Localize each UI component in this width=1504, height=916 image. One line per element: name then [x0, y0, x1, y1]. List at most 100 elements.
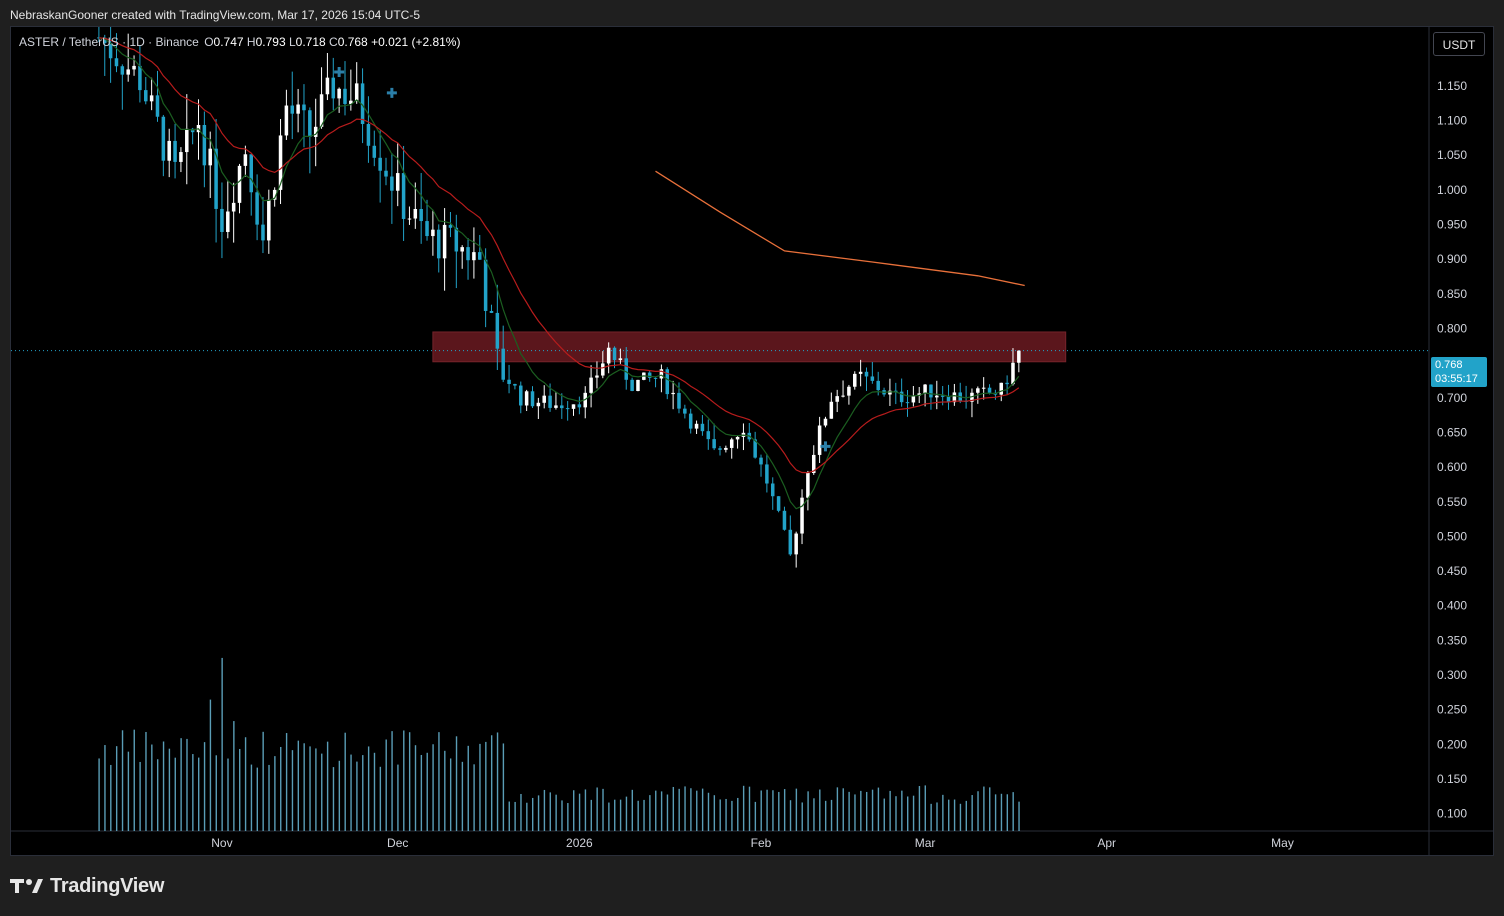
volume-bar — [865, 791, 868, 831]
candle-body — [167, 140, 171, 161]
volume-bar — [397, 764, 399, 831]
candle-body — [231, 202, 236, 212]
candle-body — [296, 104, 300, 114]
change-value: +0.021 (+2.81%) — [371, 35, 461, 49]
candle-body — [1017, 350, 1021, 363]
candle-body — [372, 145, 377, 158]
volume-bar — [408, 732, 411, 831]
candle-body — [436, 229, 441, 259]
volume-bar — [502, 743, 505, 831]
candle-body — [102, 37, 107, 44]
candle-body — [384, 170, 388, 177]
candle-body — [794, 533, 798, 555]
candle-body — [419, 209, 423, 222]
volume-bar — [871, 789, 874, 831]
candle-body — [343, 88, 347, 104]
candle-body — [577, 404, 582, 408]
volume-bar — [801, 802, 803, 831]
candle-body — [149, 95, 154, 102]
candle-body — [278, 135, 283, 190]
volume-bar — [508, 801, 510, 831]
symbol-legend: ASTER / TetherUS · 1D · Binance O0.747 H… — [19, 35, 460, 49]
volume-bar — [912, 795, 915, 831]
chart-area[interactable]: 1.2001.1501.1001.0501.0000.9500.9000.850… — [10, 26, 1494, 856]
volume-bar — [145, 731, 147, 831]
volume-bar — [244, 737, 247, 831]
candle-body — [331, 77, 336, 99]
volume-bar — [414, 745, 417, 831]
time-tick-label: Nov — [211, 836, 232, 850]
volume-bar — [836, 787, 839, 831]
price-tick-label: 0.200 — [1437, 737, 1467, 751]
volume-bar — [830, 799, 833, 831]
volume-bar — [203, 742, 206, 831]
candle-body — [952, 392, 957, 403]
volume-bar — [104, 745, 106, 831]
volume-bar — [537, 795, 540, 831]
candle-body — [108, 43, 113, 59]
volume-bar — [637, 800, 639, 831]
volume-bar — [250, 764, 253, 831]
volume-bar — [994, 794, 997, 831]
signal-marker-icon — [820, 441, 831, 452]
candle-body — [466, 247, 470, 261]
volume-bar — [156, 759, 159, 831]
volume-bar — [326, 741, 329, 831]
candle-body — [765, 464, 769, 484]
volume-bar — [672, 786, 675, 831]
volume-bar — [262, 731, 264, 831]
volume-bar — [889, 790, 891, 831]
volume-bar — [690, 788, 692, 831]
volume-bar — [625, 796, 628, 831]
candle-body — [683, 408, 687, 414]
volume-bar — [1000, 793, 1003, 831]
price-tick-label: 0.800 — [1437, 322, 1467, 336]
price-tick-label: 1.000 — [1437, 183, 1467, 197]
candle-body — [835, 396, 839, 402]
candle-body — [759, 457, 763, 465]
volume-bar — [930, 803, 932, 831]
volume-bar — [877, 787, 880, 831]
volume-bar — [127, 751, 130, 831]
volume-bar — [684, 786, 686, 831]
price-tick-label: 0.250 — [1437, 703, 1467, 717]
signal-marker-icon — [386, 87, 397, 98]
candle-body — [366, 124, 371, 146]
candle-body — [126, 69, 130, 75]
volume-bar — [631, 789, 634, 831]
volume-bar — [813, 798, 815, 831]
candle-body — [788, 529, 793, 555]
candle-body — [395, 173, 400, 191]
candle-body — [448, 224, 453, 228]
volume-bar — [520, 793, 522, 831]
volume-bar — [221, 657, 223, 831]
candle-body — [817, 425, 822, 455]
volume-bar — [162, 741, 165, 831]
candle-body — [313, 126, 318, 137]
volume-bar — [614, 799, 616, 831]
time-tick-label: Dec — [387, 836, 408, 850]
candle-body — [853, 373, 857, 387]
candle-body — [513, 383, 517, 386]
volume-bar — [590, 799, 592, 831]
candle-body — [536, 402, 541, 407]
volume-bar — [490, 735, 493, 831]
volume-bar — [895, 796, 897, 831]
volume-bar — [848, 791, 850, 831]
open-value: 0.747 — [213, 35, 244, 49]
candle-body — [636, 379, 640, 391]
candle-body — [864, 371, 869, 377]
volume-bar — [965, 800, 967, 831]
volume-bar — [561, 800, 563, 831]
candle-body — [495, 312, 500, 349]
candle-body — [542, 395, 546, 403]
volume-bar — [256, 767, 258, 831]
symbol-name[interactable]: ASTER / TetherUS · 1D · Binance — [19, 35, 199, 49]
chart-canvas[interactable]: 1.2001.1501.1001.0501.0000.9500.9000.850… — [11, 27, 1493, 855]
volume-bar — [209, 699, 212, 831]
candle-body — [612, 347, 617, 361]
currency-button[interactable]: USDT — [1433, 32, 1485, 56]
candle-body — [179, 152, 183, 162]
volume-bar — [115, 746, 118, 831]
candle-body — [841, 395, 845, 397]
